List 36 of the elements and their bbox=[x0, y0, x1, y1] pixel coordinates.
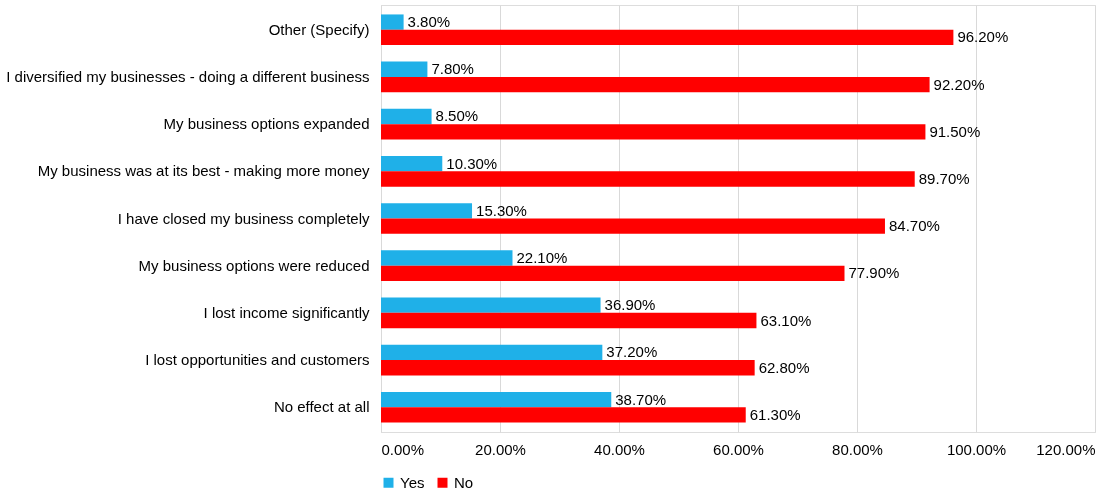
y-tick-label: I lost income significantly bbox=[203, 303, 370, 321]
data-label: 37.20% bbox=[606, 343, 658, 361]
data-label: 84.70% bbox=[888, 217, 940, 235]
y-tick-label: I diversified my businesses - doing a different business bbox=[6, 67, 370, 85]
data-label: 91.50% bbox=[929, 122, 981, 140]
data-label: 38.70% bbox=[615, 390, 667, 408]
data-label: 63.10% bbox=[760, 311, 812, 329]
x-tick-label: 80.00% bbox=[832, 440, 883, 458]
data-label: 10.30% bbox=[446, 154, 498, 172]
y-tick-label: My business options were reduced bbox=[138, 256, 370, 274]
data-label: 92.20% bbox=[933, 75, 985, 93]
data-label: 89.70% bbox=[918, 169, 970, 187]
x-tick-label: 0.00% bbox=[381, 440, 425, 458]
legend-label: No bbox=[454, 473, 474, 491]
y-tick-label: I lost opportunities and customers bbox=[145, 351, 370, 369]
x-tick-label: 100.00% bbox=[946, 440, 1007, 458]
x-tick-label: 20.00% bbox=[475, 440, 526, 458]
y-tick-label: My business options expanded bbox=[163, 115, 370, 133]
x-tick-label: 40.00% bbox=[594, 440, 645, 458]
data-label: 22.10% bbox=[516, 249, 568, 267]
y-tick-label: My business was at its best - making more money bbox=[37, 162, 370, 180]
legend-label: Yes bbox=[400, 473, 425, 491]
y-tick-label: I have closed my business completely bbox=[117, 209, 370, 227]
data-label: 36.90% bbox=[604, 296, 656, 314]
data-label: 77.90% bbox=[848, 264, 900, 282]
data-label: 8.50% bbox=[435, 107, 479, 125]
y-tick-label: No effect at all bbox=[273, 398, 370, 416]
y-tick-label: Other (Specify) bbox=[268, 20, 370, 38]
x-tick-label: 60.00% bbox=[713, 440, 764, 458]
data-label: 3.80% bbox=[407, 13, 451, 31]
data-label: 15.30% bbox=[476, 201, 527, 219]
data-label: 62.80% bbox=[758, 358, 810, 376]
x-tick-label: 120.00% bbox=[1036, 440, 1096, 458]
data-label: 61.30% bbox=[749, 405, 801, 423]
data-label: 96.20% bbox=[957, 28, 1009, 46]
data-label: 7.80% bbox=[431, 60, 474, 78]
